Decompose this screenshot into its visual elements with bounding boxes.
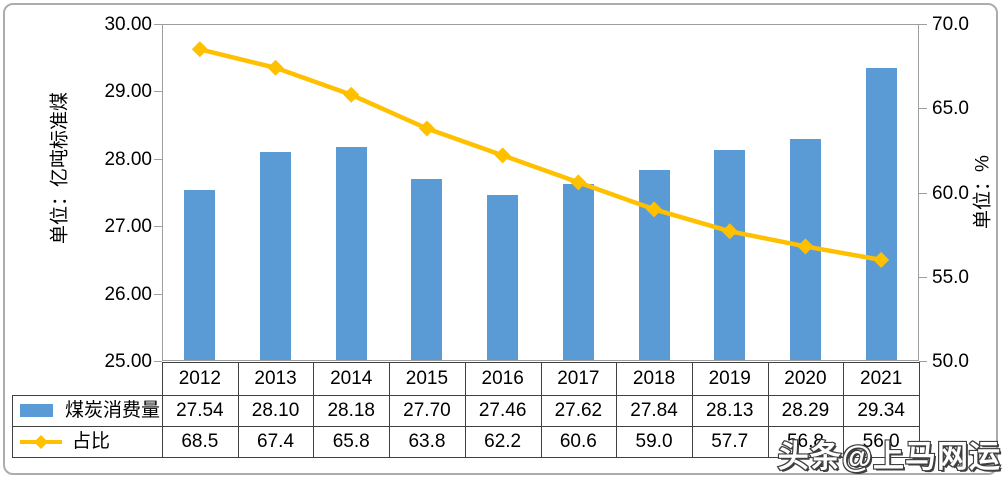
bar-2021	[865, 68, 897, 360]
left-axis-tick	[154, 91, 162, 93]
left-axis-tick	[154, 361, 162, 362]
table-vline	[162, 362, 163, 457]
legend-item-coal: 煤炭消费量	[12, 395, 162, 426]
bar-2017	[562, 184, 594, 360]
watermark: 头条@上马网运	[777, 438, 1001, 475]
ratio-value-cell: 63.8	[408, 431, 446, 452]
year-cell-2018: 2018	[632, 368, 676, 389]
left-axis-tick-label: 26.00	[104, 283, 152, 305]
right-axis-tick	[919, 192, 927, 194]
right-axis-tick-label: 50.0	[932, 351, 969, 372]
left-axis-tick	[154, 24, 162, 25]
year-cell-2021: 2021	[860, 368, 903, 389]
year-cell-2016: 2016	[481, 368, 524, 389]
ratio-value-cell: 60.6	[559, 431, 597, 452]
legend-label-ratio: 占比	[72, 431, 111, 452]
left-axis-tick-label: 30.00	[104, 14, 152, 35]
table-vline	[12, 395, 13, 457]
legend-label-coal: 煤炭消费量	[65, 400, 161, 421]
coal-value-cell: 28.29	[781, 400, 830, 421]
coal-value-cell: 27.62	[554, 400, 603, 421]
left-axis-tick	[154, 293, 162, 295]
bar-2016	[487, 195, 519, 360]
left-axis-tick-label: 29.00	[104, 81, 152, 103]
coal-value-cell: 27.70	[403, 400, 451, 421]
bar-2018	[638, 169, 670, 360]
right-axis-tick-label: 65.0	[932, 98, 969, 120]
coal-value-cell: 28.10	[251, 400, 300, 421]
coal-value-cell: 29.34	[857, 400, 905, 421]
year-cell-2020: 2020	[784, 368, 827, 389]
ratio-value-cell: 57.7	[711, 431, 749, 452]
table-hline	[12, 457, 920, 458]
year-cell-2014: 2014	[330, 368, 373, 389]
table-hline	[12, 426, 920, 427]
left-axis-tick	[154, 226, 162, 228]
ratio-value-cell: 68.5	[181, 431, 219, 452]
bar-2019	[714, 150, 746, 360]
year-cell-2013: 2013	[254, 368, 297, 389]
table-vline	[919, 362, 920, 457]
left-axis-tick	[154, 158, 162, 160]
year-cell-2015: 2015	[405, 368, 449, 389]
right-axis-tick	[919, 361, 927, 362]
right-axis-tick-label: 70.0	[932, 14, 969, 35]
year-cell-2012: 2012	[178, 368, 221, 389]
left-axis-title: 单位：亿吨标准煤	[49, 91, 71, 245]
coal-value-cell: 27.84	[630, 400, 678, 421]
legend-item-ratio: 占比	[12, 426, 162, 457]
table-vline	[843, 362, 845, 457]
table-vline	[237, 362, 239, 457]
right-axis-tick-label: 60.0	[932, 182, 969, 204]
left-axis-tick-label: 28.00	[104, 148, 152, 170]
ratio-value-cell: 67.4	[257, 431, 295, 452]
coal-value-cell: 28.18	[327, 400, 375, 421]
table-hline	[12, 395, 920, 396]
year-cell-2019: 2019	[708, 368, 751, 389]
table-vline	[389, 362, 391, 457]
ratio-value-cell: 56.8	[786, 431, 824, 452]
table-vline	[464, 362, 466, 457]
coal-value-cell: 27.54	[176, 400, 224, 421]
ratio-value-cell: 56.0	[862, 431, 900, 452]
table-vline	[691, 362, 693, 457]
left-axis-tick-label: 25.00	[104, 351, 152, 372]
right-axis-tick-label: 55.0	[932, 266, 969, 288]
table-vline	[767, 362, 769, 457]
line-legend-marker-icon	[20, 434, 62, 449]
ratio-value-cell: 65.8	[332, 431, 370, 452]
bar-2014	[335, 146, 367, 360]
ratio-value-cell: 59.0	[635, 431, 673, 452]
coal-value-cell: 28.13	[705, 400, 754, 421]
year-cell-2017: 2017	[557, 368, 600, 389]
ratio-value-cell: 62.2	[484, 431, 522, 452]
bar-legend-swatch-icon	[20, 404, 53, 417]
right-axis-title: 单位：%	[972, 155, 994, 229]
left-axis-tick-label: 27.00	[104, 216, 152, 238]
bar-2020	[789, 139, 821, 360]
coal-value-cell: 27.46	[478, 400, 527, 421]
right-axis-tick	[919, 276, 927, 278]
right-axis-tick	[919, 24, 927, 25]
bar-2012	[184, 189, 216, 360]
bar-2013	[260, 152, 292, 360]
table-vline	[540, 362, 542, 457]
table-vline	[616, 362, 618, 457]
bar-2015	[411, 179, 443, 360]
table-vline	[313, 362, 315, 457]
right-axis-tick	[919, 108, 927, 110]
